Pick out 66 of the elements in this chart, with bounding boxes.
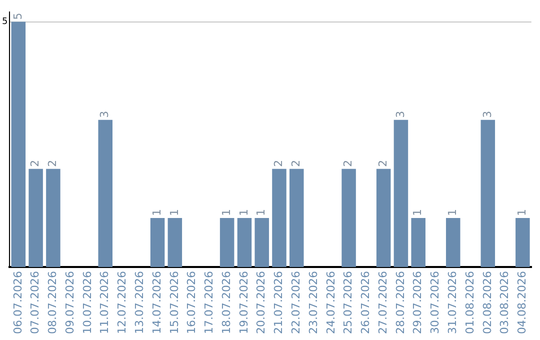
x-tick-label: 07.07.2026: [28, 271, 42, 334]
x-tick-label: 21.07.2026: [272, 271, 286, 334]
data-label: 2: [272, 160, 286, 167]
x-tick-label: 10.07.2026: [80, 271, 94, 334]
data-label: 2: [289, 160, 302, 167]
bar: [98, 120, 112, 268]
data-label: 3: [394, 110, 407, 118]
x-tick-label: 27.07.2026: [376, 271, 390, 334]
x-tick-label: 09.07.2026: [63, 271, 76, 334]
x-tick-label: 25.07.2026: [342, 271, 355, 334]
bar: [289, 168, 304, 268]
bar: [150, 218, 165, 268]
x-tick-label: 16.07.2026: [185, 271, 198, 334]
x-tick-label: 12.07.2026: [116, 271, 129, 334]
bar: [254, 218, 269, 268]
data-label: 2: [46, 160, 60, 167]
x-tick-label: 02.08.2026: [480, 271, 494, 334]
x-tick-label: 23.07.2026: [306, 271, 320, 334]
x-tick-label: 01.08.2026: [463, 271, 476, 334]
data-label: 1: [516, 208, 529, 216]
bar: [237, 218, 252, 268]
x-tick-label: 17.07.2026: [202, 271, 216, 334]
x-tick-label: 22.07.2026: [289, 271, 302, 334]
data-label: 1: [220, 208, 233, 216]
bar: [446, 218, 460, 268]
data-label: 1: [411, 208, 424, 216]
x-tick-label: 04.08.2026: [516, 271, 529, 334]
x-tick-label: 24.07.2026: [324, 271, 338, 334]
x-tick-label: 13.07.2026: [132, 271, 146, 334]
bar: [411, 218, 426, 268]
bar: [46, 168, 60, 268]
x-tick-label: 06.07.2026: [11, 271, 24, 334]
bar: [11, 22, 26, 268]
x-tick-label: 20.07.2026: [254, 271, 268, 334]
x-tick-label: 29.07.2026: [411, 271, 424, 334]
data-label: 1: [446, 208, 459, 216]
x-tick-label: 18.07.2026: [220, 271, 233, 334]
x-tick-label: 08.07.2026: [46, 271, 60, 334]
x-tick-label: 26.07.2026: [359, 271, 372, 334]
data-label: 1: [168, 208, 181, 216]
bar: [168, 218, 182, 268]
bar: [272, 168, 286, 268]
bar: [220, 218, 234, 268]
bar: [342, 168, 356, 268]
bar: [376, 168, 391, 268]
x-tick-label: 28.07.2026: [394, 271, 407, 334]
data-label: 2: [28, 160, 42, 167]
data-label: 2: [376, 160, 390, 167]
bar: [480, 120, 496, 268]
data-label: 1: [237, 208, 250, 216]
bar: [28, 168, 43, 268]
x-tick-label: 14.07.2026: [150, 271, 164, 334]
data-label: 3: [98, 110, 112, 118]
x-tick-label: 11.07.2026: [98, 271, 112, 334]
data-label: 5: [2, 17, 8, 28]
bar: [516, 218, 530, 268]
x-tick-label: 03.08.2026: [498, 271, 512, 334]
data-label: 1: [150, 208, 164, 216]
x-tick-label: 30.07.2026: [428, 271, 442, 334]
data-label: 3: [480, 110, 494, 118]
data-label: 1: [254, 208, 268, 216]
data-label: 2: [342, 160, 355, 167]
x-tick-label: 19.07.2026: [237, 271, 250, 334]
x-tick-label: 31.07.2026: [446, 271, 459, 334]
bar: [394, 120, 408, 268]
x-tick-label: 15.07.2026: [168, 271, 181, 334]
